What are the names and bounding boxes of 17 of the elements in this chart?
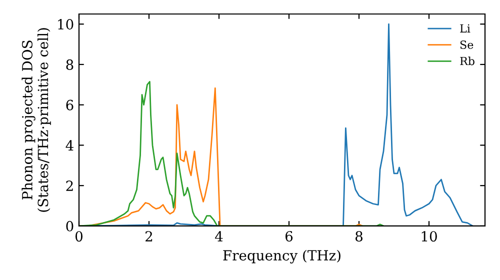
x-axis-title: Frequency (THz) [223, 250, 340, 264]
y-axis-title: Phonon projected DOS (States/THz·primitive cell) [22, 28, 51, 212]
y-tick-label: 4 [66, 140, 74, 150]
x-tick-label: 2 [146, 231, 152, 242]
y-tick-label: 0 [66, 220, 74, 232]
y-tick-label: 8 [66, 59, 74, 70]
x-tick-label: 6 [286, 231, 293, 242]
x-tick-label: 0 [75, 231, 82, 242]
y-tick-label: 10 [58, 19, 74, 30]
legend-label: Rb [460, 56, 474, 66]
legend-label: Se [460, 40, 474, 49]
x-tick-label: 10 [422, 231, 437, 242]
y-tick-label: 2 [66, 180, 73, 191]
y-tick-label: 6 [66, 100, 74, 110]
x-tick-label: 8 [356, 231, 362, 242]
x-tick-label: 4 [215, 231, 223, 242]
legend-label: Li [460, 24, 470, 32]
